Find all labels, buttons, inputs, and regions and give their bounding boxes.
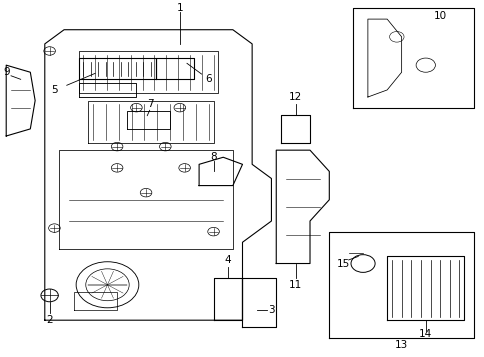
Text: 11: 11 (288, 280, 302, 290)
Text: 9: 9 (3, 67, 10, 77)
Text: 14: 14 (418, 330, 431, 340)
Text: 8: 8 (210, 152, 216, 162)
Text: 13: 13 (394, 340, 408, 350)
Text: 2: 2 (46, 315, 53, 325)
Text: 3: 3 (268, 305, 274, 315)
Text: 10: 10 (433, 11, 446, 21)
Text: 7: 7 (147, 99, 154, 109)
Text: 12: 12 (288, 92, 302, 102)
Text: 4: 4 (224, 255, 231, 265)
Text: 5: 5 (51, 85, 58, 95)
Text: 15: 15 (336, 258, 349, 268)
Text: 1: 1 (176, 4, 183, 14)
Text: 6: 6 (205, 74, 212, 84)
